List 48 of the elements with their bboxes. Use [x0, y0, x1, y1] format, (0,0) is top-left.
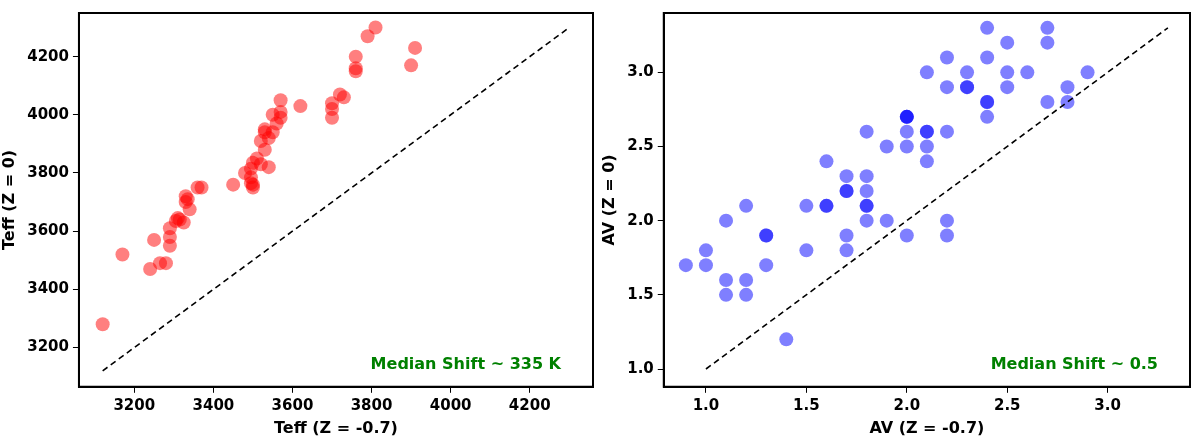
y-tick-label: 3.0	[627, 62, 654, 81]
point	[293, 99, 308, 114]
point	[158, 256, 173, 271]
x-tick-label: 4000	[429, 395, 472, 414]
point	[261, 160, 276, 175]
y-tick-label: 4000	[27, 104, 69, 123]
y-tick-label: 4200	[27, 46, 69, 65]
point	[95, 317, 110, 332]
y-tick-label: 3600	[27, 221, 69, 240]
point	[325, 110, 340, 125]
x-tick-label: 3.0	[1094, 395, 1121, 414]
annotation: Median Shift ~ 0.5	[990, 353, 1158, 373]
x-tick-label: 2.5	[993, 395, 1021, 414]
point	[408, 40, 423, 55]
point	[360, 29, 375, 44]
point	[115, 247, 130, 262]
y-axis-title: AV (Z = 0)	[598, 154, 618, 246]
y-tick-label: 3400	[27, 279, 69, 298]
y-tick-label: 2.5	[627, 136, 654, 155]
point	[143, 261, 158, 276]
y-tick-label: 1.5	[627, 284, 654, 303]
point	[194, 180, 209, 195]
point	[404, 58, 419, 73]
point	[182, 202, 197, 217]
point	[162, 238, 177, 253]
x-axis-title: Teff (Z = -0.7)	[274, 417, 398, 437]
y-tick-label: 2.0	[627, 210, 654, 229]
x-tick-label: 4200	[508, 395, 551, 414]
point	[147, 232, 162, 247]
y-tick-label: 1.0	[627, 358, 654, 377]
x-tick-label: 3400	[192, 395, 235, 414]
y-tick-label: 3200	[27, 337, 69, 356]
point	[368, 20, 383, 35]
x-tick-label: 1.0	[692, 395, 720, 414]
point	[226, 177, 241, 192]
annotation: Median Shift ~ 335 K	[370, 353, 562, 373]
x-tick-label: 3600	[271, 395, 314, 414]
y-tick-label: 3800	[27, 162, 69, 181]
x-tick-label: 3800	[350, 395, 393, 414]
point	[336, 90, 351, 105]
x-tick-label: 2.0	[893, 395, 921, 414]
x-tick-label: 1.5	[793, 395, 820, 414]
point	[348, 49, 363, 64]
point	[273, 93, 288, 108]
x-tick-label: 3200	[113, 395, 156, 414]
y-axis-title: Teff (Z = 0)	[0, 149, 18, 250]
x-axis-title: AV (Z = -0.7)	[869, 417, 985, 437]
point	[257, 142, 272, 157]
